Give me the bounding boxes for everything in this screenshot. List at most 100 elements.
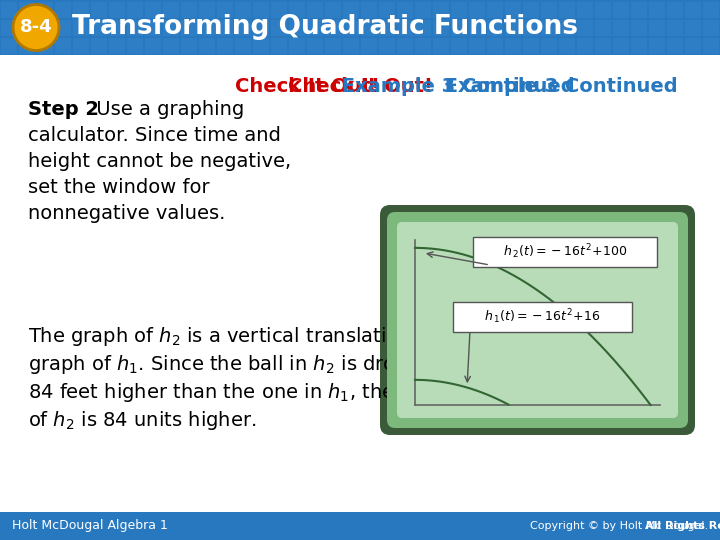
- Bar: [217, 2, 233, 18]
- Bar: [163, 2, 179, 18]
- Bar: [127, 2, 143, 18]
- Bar: [703, 2, 719, 18]
- Bar: [433, 2, 449, 18]
- Bar: [667, 2, 683, 18]
- Bar: [271, 20, 287, 36]
- Bar: [379, 2, 395, 18]
- Bar: [505, 38, 521, 54]
- Bar: [73, 20, 89, 36]
- Bar: [73, 2, 89, 18]
- Bar: [325, 2, 341, 18]
- Bar: [253, 38, 269, 54]
- Bar: [307, 2, 323, 18]
- Bar: [1, 38, 17, 54]
- Bar: [703, 38, 719, 54]
- Text: Transforming Quadratic Functions: Transforming Quadratic Functions: [72, 15, 578, 40]
- Bar: [541, 2, 557, 18]
- Bar: [1, 20, 17, 36]
- Bar: [559, 20, 575, 36]
- Bar: [523, 20, 539, 36]
- FancyBboxPatch shape: [397, 222, 678, 418]
- Bar: [325, 38, 341, 54]
- Bar: [217, 38, 233, 54]
- Bar: [559, 38, 575, 54]
- Bar: [685, 2, 701, 18]
- Bar: [361, 20, 377, 36]
- Bar: [595, 38, 611, 54]
- Bar: [577, 20, 593, 36]
- Bar: [451, 38, 467, 54]
- Bar: [469, 20, 485, 36]
- Bar: [343, 20, 359, 36]
- Bar: [145, 2, 161, 18]
- Bar: [145, 38, 161, 54]
- Bar: [433, 20, 449, 36]
- Bar: [307, 38, 323, 54]
- Bar: [55, 38, 71, 54]
- Bar: [559, 2, 575, 18]
- FancyBboxPatch shape: [453, 302, 632, 332]
- Bar: [397, 20, 413, 36]
- Text: Step 2: Step 2: [28, 100, 99, 119]
- Bar: [451, 20, 467, 36]
- Bar: [271, 2, 287, 18]
- Bar: [289, 2, 305, 18]
- Bar: [487, 2, 503, 18]
- Bar: [163, 20, 179, 36]
- Bar: [505, 2, 521, 18]
- Bar: [253, 2, 269, 18]
- Bar: [127, 38, 143, 54]
- Bar: [289, 38, 305, 54]
- Text: $h_{\,2}(t) = -16t^2\!+\!100$: $h_{\,2}(t) = -16t^2\!+\!100$: [503, 242, 627, 261]
- Bar: [109, 38, 125, 54]
- Bar: [19, 38, 35, 54]
- Bar: [37, 20, 53, 36]
- Bar: [217, 20, 233, 36]
- Bar: [577, 38, 593, 54]
- Bar: [487, 20, 503, 36]
- Circle shape: [13, 4, 59, 51]
- Bar: [649, 2, 665, 18]
- Text: $h_{\,1}(t) = -16t^2\!+\!16$: $h_{\,1}(t) = -16t^2\!+\!16$: [485, 308, 600, 326]
- Bar: [19, 20, 35, 36]
- Bar: [37, 2, 53, 18]
- Bar: [343, 2, 359, 18]
- Text: Example 3 Continued: Example 3 Continued: [438, 78, 678, 97]
- Text: Example 3 Continued: Example 3 Continued: [335, 78, 575, 97]
- Bar: [19, 2, 35, 18]
- Bar: [703, 20, 719, 36]
- Bar: [631, 38, 647, 54]
- Text: set the window for: set the window for: [28, 178, 210, 197]
- Bar: [649, 38, 665, 54]
- Bar: [0, 512, 720, 540]
- Bar: [469, 2, 485, 18]
- FancyBboxPatch shape: [380, 205, 695, 435]
- Bar: [91, 20, 107, 36]
- Bar: [37, 38, 53, 54]
- Bar: [0, 0, 720, 55]
- Bar: [685, 20, 701, 36]
- Text: of $h_2$ is 84 units higher.: of $h_2$ is 84 units higher.: [28, 409, 256, 432]
- Bar: [235, 2, 251, 18]
- Bar: [451, 2, 467, 18]
- Text: calculator. Since time and: calculator. Since time and: [28, 126, 281, 145]
- Bar: [613, 38, 629, 54]
- Bar: [577, 2, 593, 18]
- Bar: [127, 20, 143, 36]
- Text: Use a graphing: Use a graphing: [90, 100, 244, 119]
- Bar: [487, 38, 503, 54]
- Bar: [235, 20, 251, 36]
- Text: Holt McDougal Algebra 1: Holt McDougal Algebra 1: [12, 519, 168, 532]
- Bar: [199, 2, 215, 18]
- Text: height cannot be negative,: height cannot be negative,: [28, 152, 291, 171]
- Bar: [523, 38, 539, 54]
- Bar: [253, 20, 269, 36]
- Text: 84 feet higher than the one in $h_1$, the $y$-intercept: 84 feet higher than the one in $h_1$, th…: [28, 381, 508, 404]
- Bar: [667, 20, 683, 36]
- Bar: [91, 38, 107, 54]
- Bar: [55, 20, 71, 36]
- Bar: [181, 38, 197, 54]
- Bar: [343, 38, 359, 54]
- Bar: [199, 20, 215, 36]
- Bar: [613, 20, 629, 36]
